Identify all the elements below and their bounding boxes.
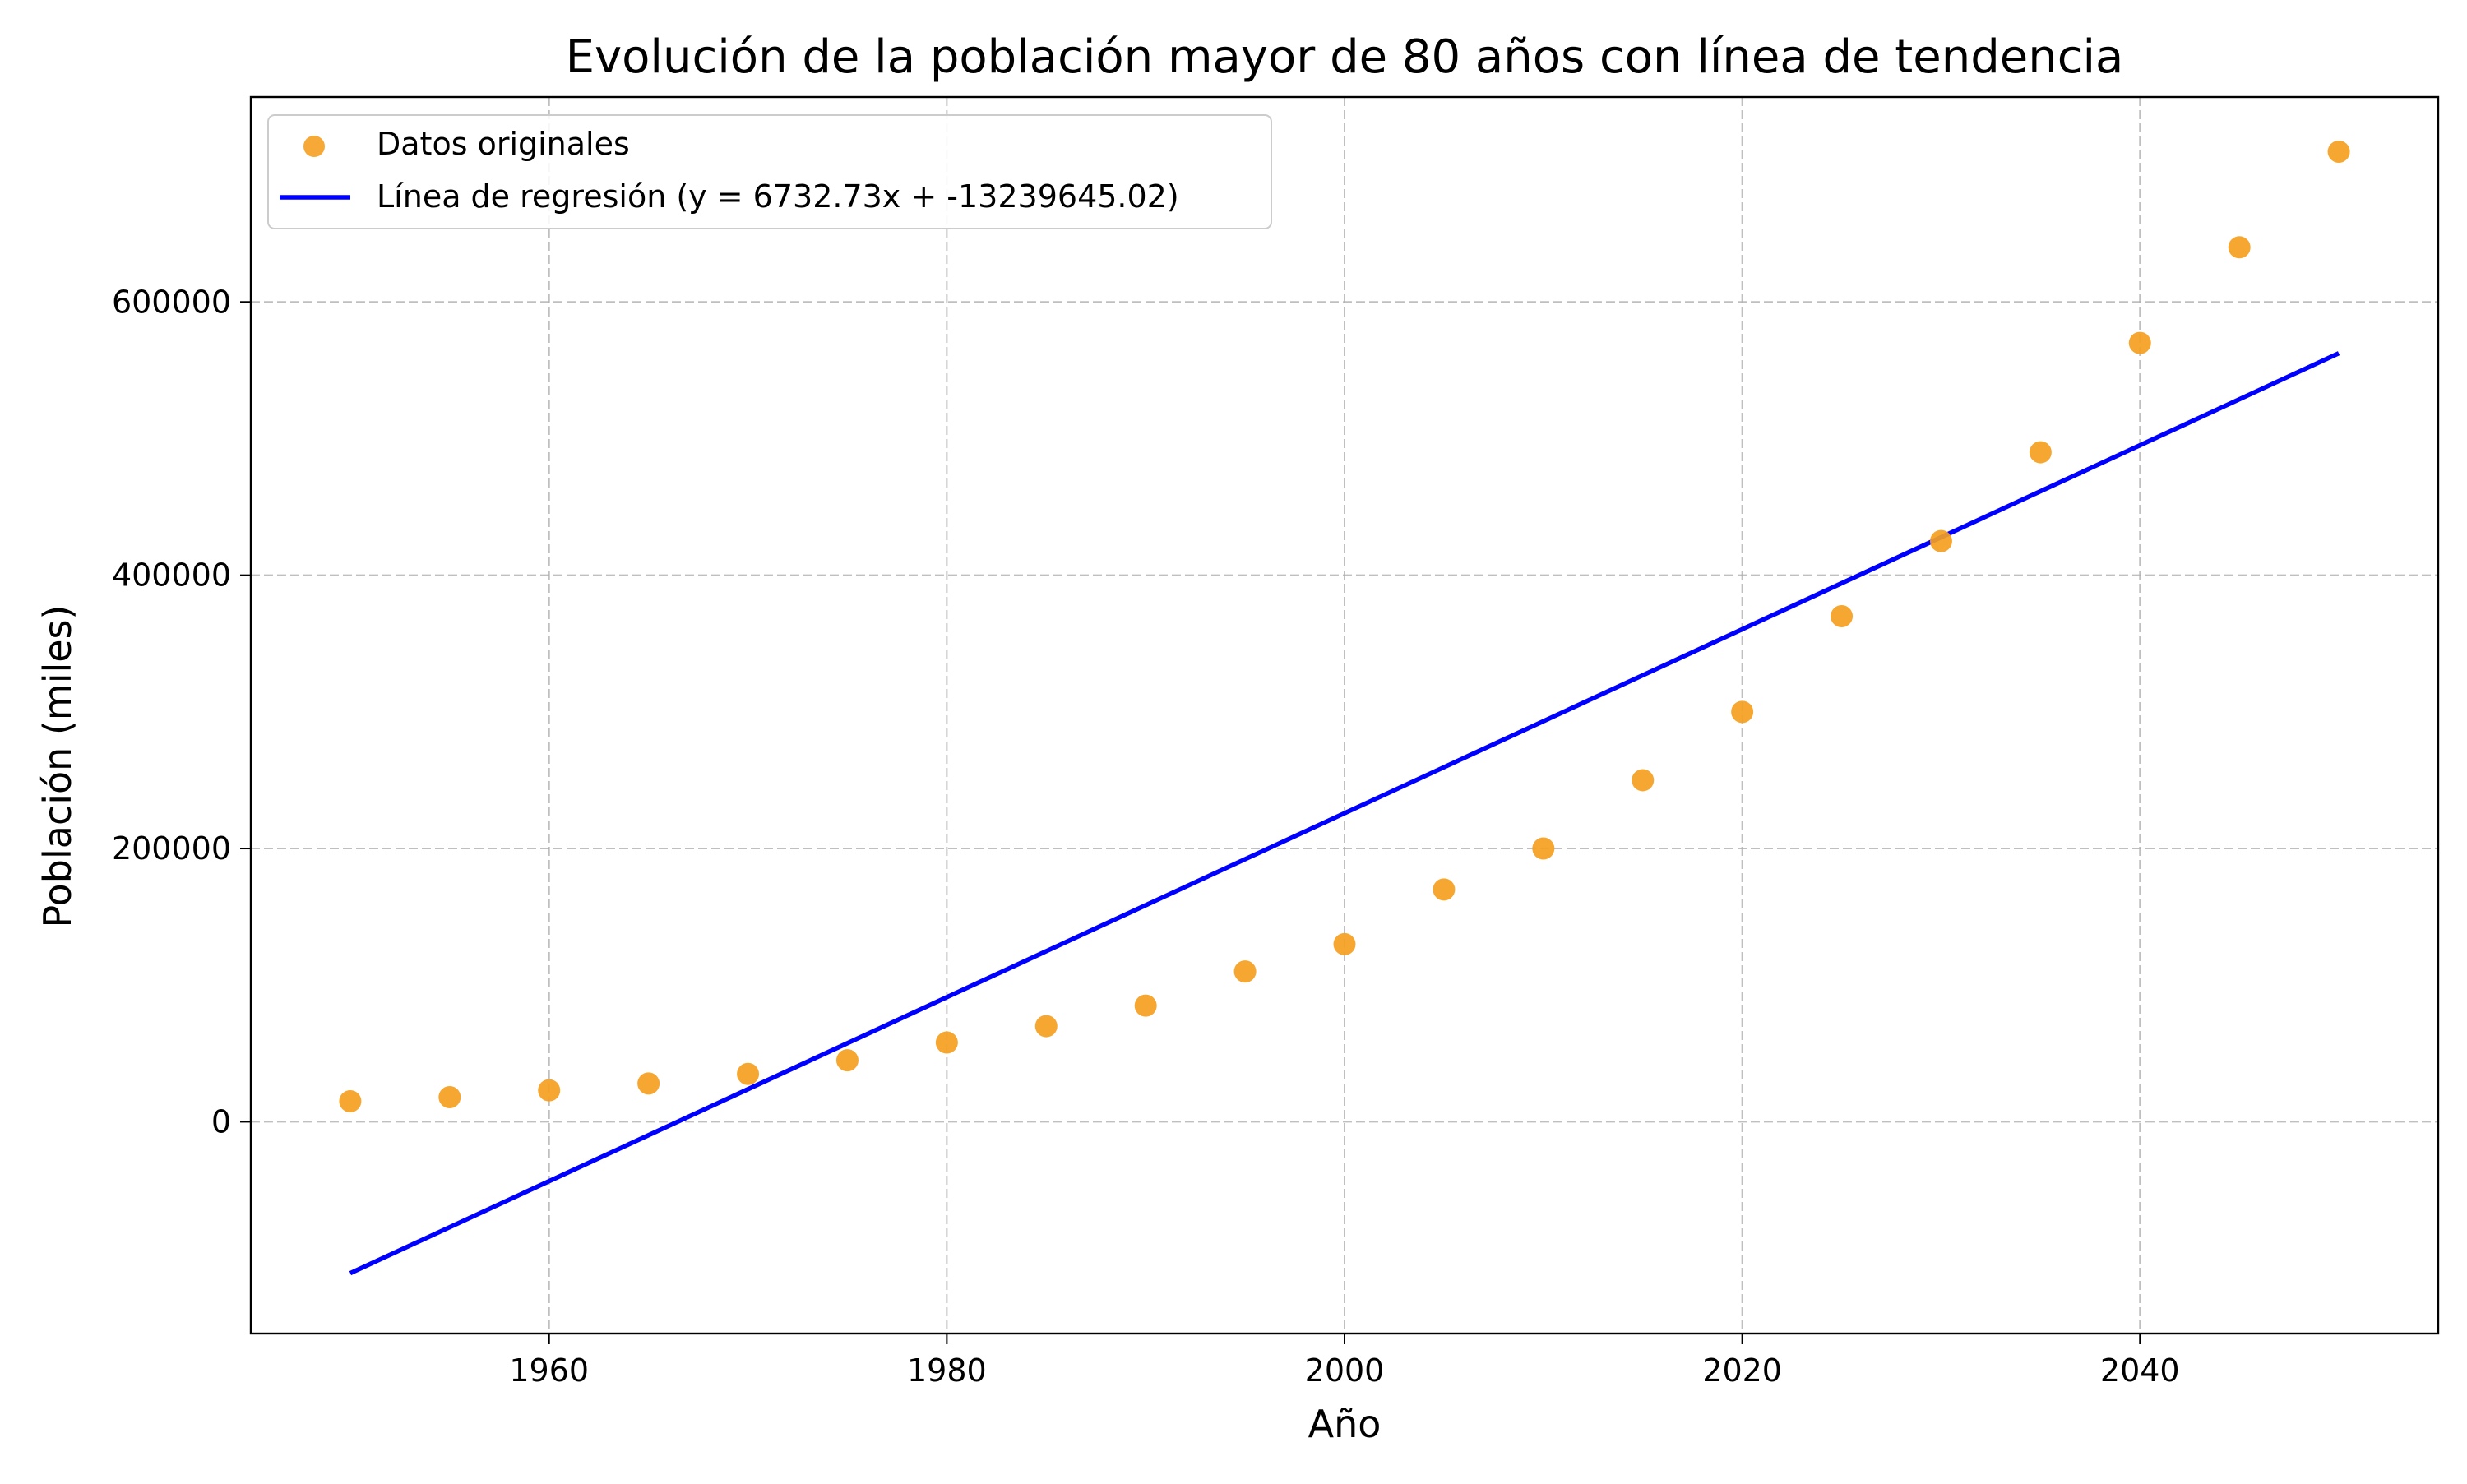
data-point-1955: [438, 1085, 461, 1108]
data-point-1985: [1034, 1015, 1058, 1038]
legend: Datos originales Línea de regresión (y =…: [267, 114, 1272, 229]
data-point-1950: [339, 1089, 362, 1112]
x-tick-label-1980: 1980: [907, 1352, 987, 1389]
x-tick-label-2000: 2000: [1305, 1352, 1385, 1389]
chart-title: Evolución de la población mayor de 80 añ…: [566, 30, 2124, 84]
legend-marker-datos-originales: [303, 136, 325, 157]
y-tick-label-400000: 400000: [112, 557, 231, 594]
y-axis-label: Población (miles): [35, 605, 80, 928]
data-point-2010: [1532, 837, 1555, 860]
data-point-1980: [935, 1031, 958, 1054]
data-point-1975: [835, 1049, 859, 1072]
grid: [251, 97, 2438, 1334]
x-tick-label-1960: 1960: [509, 1352, 589, 1389]
y-tick-label-0: 0: [211, 1103, 231, 1140]
data-point-2045: [2228, 236, 2251, 259]
legend-label-datos-originales: Datos originales: [377, 126, 630, 162]
data-point-2030: [1929, 529, 1952, 552]
plot-area: [339, 140, 2350, 1276]
y-tick-label-200000: 200000: [112, 830, 231, 867]
regression-line: [349, 351, 2340, 1276]
axis-ticks: 1960 1980 2000 2020 2040 0 200000 400000 600000: [112, 284, 2180, 1389]
legend-box: [267, 114, 1272, 229]
data-point-1965: [637, 1072, 660, 1095]
data-point-2000: [1333, 932, 1356, 955]
data-point-1960: [538, 1079, 561, 1102]
data-point-2025: [1831, 605, 1854, 628]
legend-label-linea-regresion: Línea de regresión (y = 6732.73x + -1323…: [377, 178, 1179, 215]
plot-frame: [249, 95, 2440, 1335]
data-point-1970: [737, 1062, 760, 1085]
y-tick-label-600000: 600000: [112, 284, 231, 320]
x-axis-label: Año: [1308, 1402, 1382, 1446]
data-point-2035: [2029, 441, 2052, 464]
data-point-1995: [1234, 960, 1257, 983]
data-point-2015: [1632, 769, 1655, 792]
data-point-2020: [1731, 700, 1754, 724]
data-point-2005: [1433, 878, 1456, 901]
data-point-2050: [2327, 140, 2350, 163]
x-tick-label-2040: 2040: [2100, 1352, 2180, 1389]
x-tick-label-2020: 2020: [1702, 1352, 1782, 1389]
data-point-2040: [2128, 331, 2151, 354]
data-point-1990: [1134, 994, 1157, 1017]
